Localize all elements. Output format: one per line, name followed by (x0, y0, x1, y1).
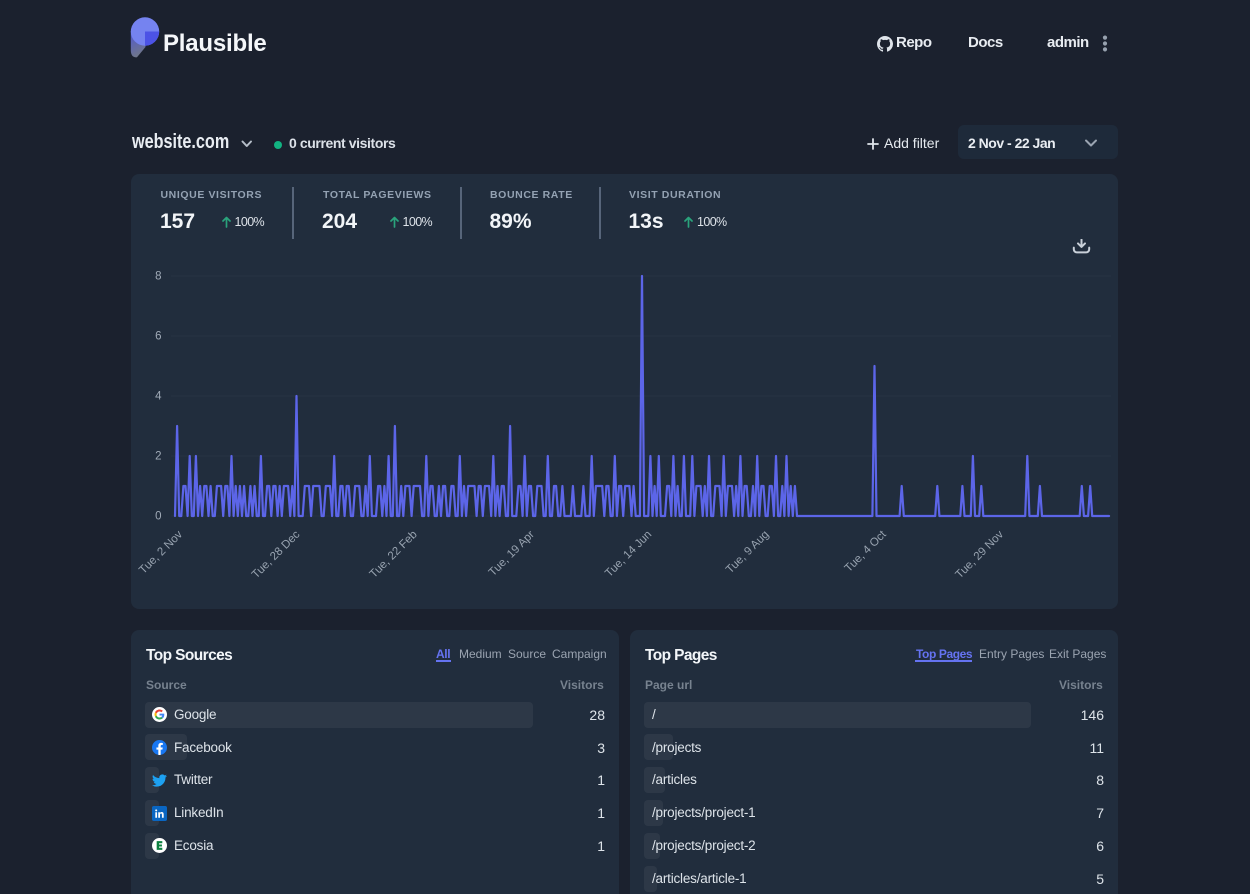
svg-text:4: 4 (155, 391, 162, 403)
svg-text:0: 0 (155, 511, 161, 523)
svg-text:Tue, 14 Jun: Tue, 14 Jun (603, 529, 654, 580)
svg-text:Tue, 22 Feb: Tue, 22 Feb (368, 529, 420, 581)
svg-text:Tue, 9 Aug: Tue, 9 Aug (724, 529, 772, 577)
svg-text:6: 6 (155, 331, 161, 343)
svg-text:Tue, 19 Apr: Tue, 19 Apr (487, 529, 537, 579)
svg-text:Tue, 4 Oct: Tue, 4 Oct (843, 528, 890, 575)
svg-text:Tue, 28 Dec: Tue, 28 Dec (250, 528, 303, 581)
svg-text:Tue, 2 Nov: Tue, 2 Nov (137, 528, 185, 576)
svg-text:Tue, 29 Nov: Tue, 29 Nov (954, 528, 1007, 581)
svg-text:8: 8 (155, 271, 161, 283)
svg-text:2: 2 (155, 451, 161, 463)
